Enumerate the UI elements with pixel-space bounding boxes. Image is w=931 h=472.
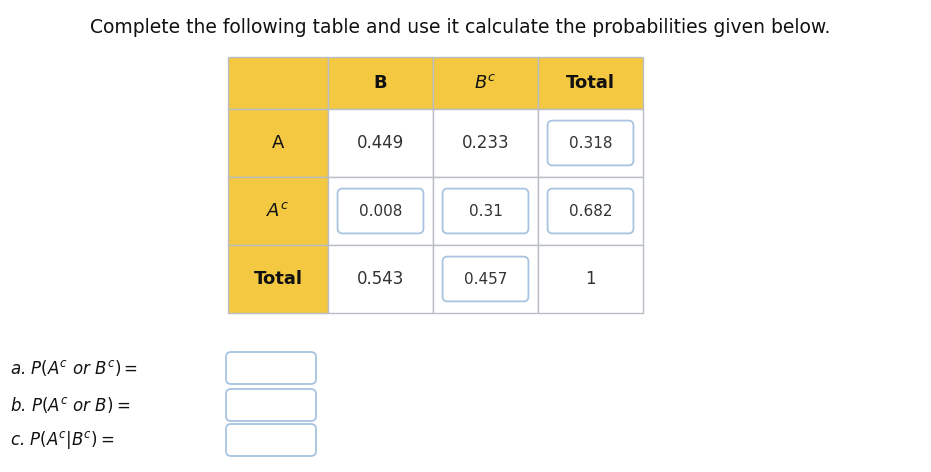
Bar xyxy=(433,245,538,313)
Bar xyxy=(538,245,643,313)
Text: c. $P(A^c|B^c) =$: c. $P(A^c|B^c) =$ xyxy=(10,429,115,451)
Bar xyxy=(328,245,433,313)
Bar xyxy=(433,57,538,109)
Bar xyxy=(228,245,328,313)
FancyBboxPatch shape xyxy=(547,121,633,165)
FancyBboxPatch shape xyxy=(338,189,424,233)
FancyBboxPatch shape xyxy=(442,257,529,302)
Text: Total: Total xyxy=(566,74,615,92)
Text: $B^c$: $B^c$ xyxy=(474,74,496,92)
Text: 0.449: 0.449 xyxy=(357,134,404,152)
FancyBboxPatch shape xyxy=(226,352,316,384)
FancyBboxPatch shape xyxy=(547,189,633,233)
Text: 0.318: 0.318 xyxy=(569,135,613,151)
Text: a. $P(A^c\ \mathit{or}\ B^c) =$: a. $P(A^c\ \mathit{or}\ B^c) =$ xyxy=(10,358,138,378)
FancyBboxPatch shape xyxy=(226,424,316,456)
FancyBboxPatch shape xyxy=(226,389,316,421)
Bar xyxy=(228,57,328,109)
Bar xyxy=(328,57,433,109)
Text: Total: Total xyxy=(253,270,303,288)
Text: A: A xyxy=(272,134,284,152)
Text: 1: 1 xyxy=(586,270,596,288)
Text: $A^c$: $A^c$ xyxy=(266,202,290,220)
Text: 0.233: 0.233 xyxy=(462,134,509,152)
Text: 0.31: 0.31 xyxy=(468,203,503,219)
Bar xyxy=(538,57,643,109)
Bar xyxy=(328,109,433,177)
FancyBboxPatch shape xyxy=(442,189,529,233)
Bar xyxy=(228,177,328,245)
Text: 0.008: 0.008 xyxy=(358,203,402,219)
Bar xyxy=(433,177,538,245)
Bar xyxy=(228,109,328,177)
Text: B: B xyxy=(373,74,387,92)
Text: Complete the following table and use it calculate the probabilities given below.: Complete the following table and use it … xyxy=(89,18,830,37)
Bar xyxy=(538,109,643,177)
Text: 0.543: 0.543 xyxy=(357,270,404,288)
Text: 0.682: 0.682 xyxy=(569,203,613,219)
Text: b. $P(A^c\ \mathit{or}\ B) =$: b. $P(A^c\ \mathit{or}\ B) =$ xyxy=(10,395,130,415)
Bar xyxy=(328,177,433,245)
Text: 0.457: 0.457 xyxy=(464,271,507,287)
Bar xyxy=(538,177,643,245)
Bar xyxy=(433,109,538,177)
